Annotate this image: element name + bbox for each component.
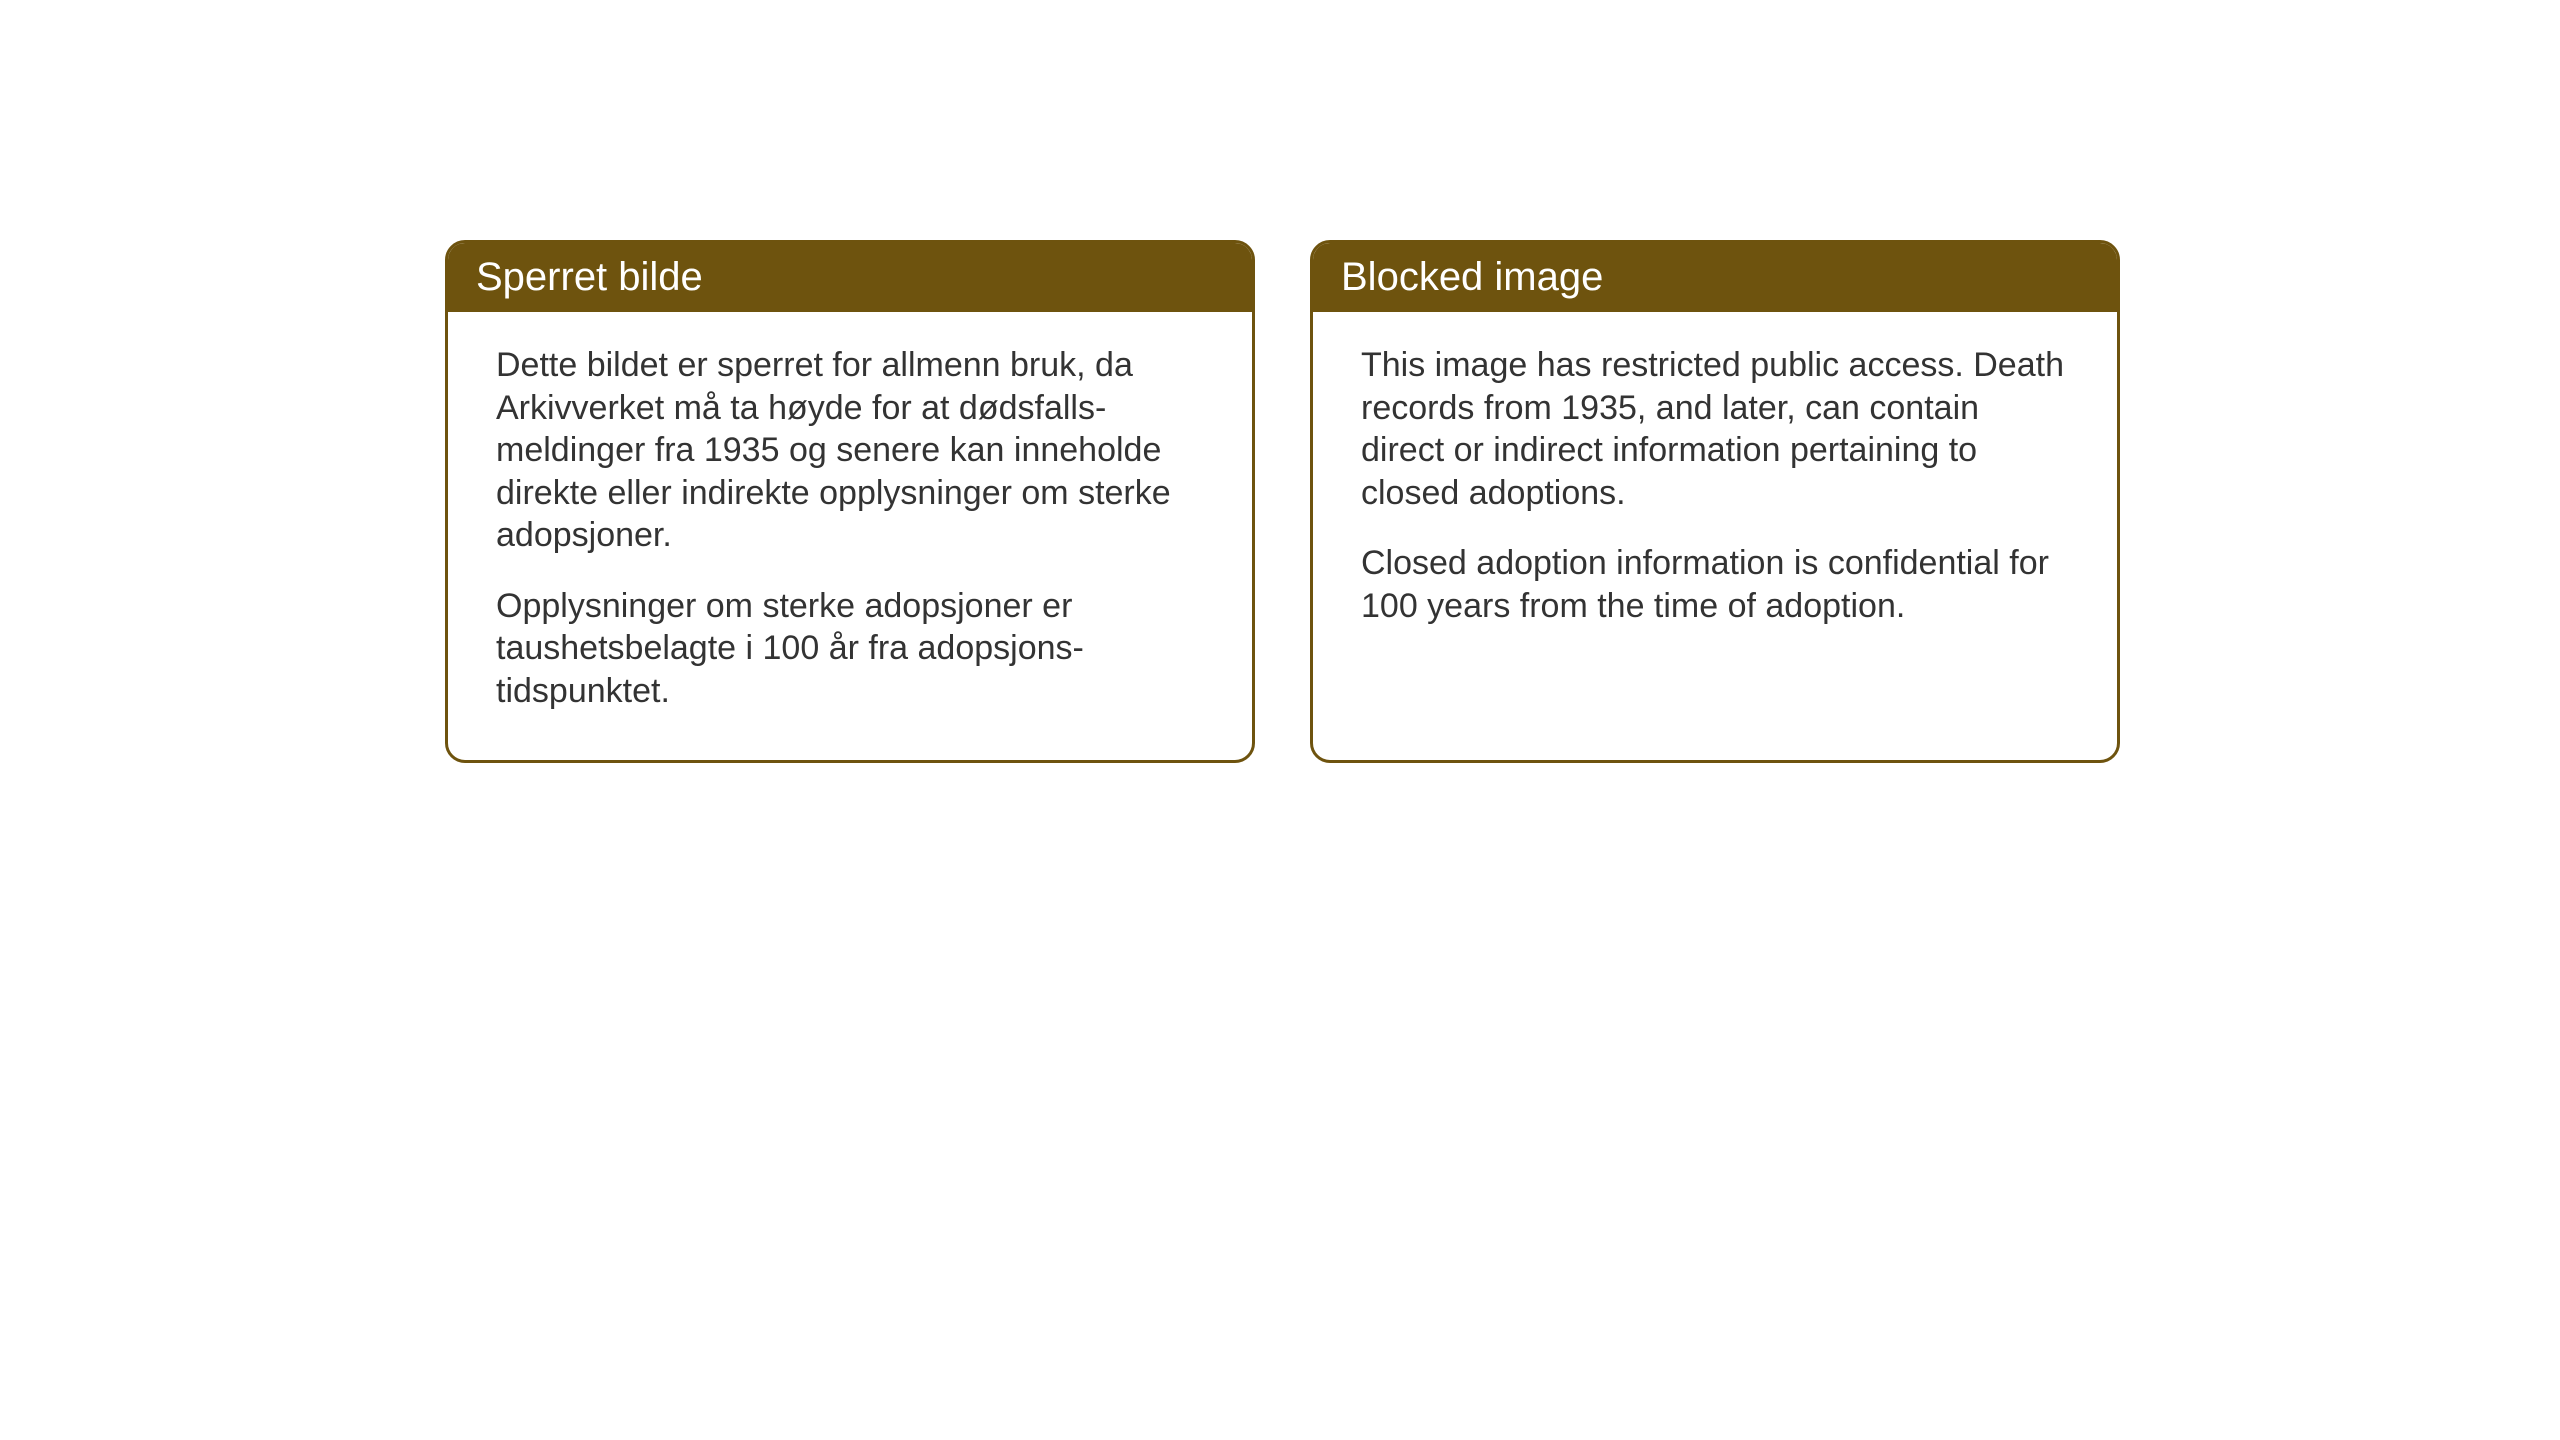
paragraph-2-english: Closed adoption information is confident… <box>1361 542 2069 627</box>
card-title-english: Blocked image <box>1341 255 1603 299</box>
paragraph-1-english: This image has restricted public access.… <box>1361 344 2069 514</box>
card-body-norwegian: Dette bildet er sperret for allmenn bruk… <box>448 312 1252 760</box>
notice-container: Sperret bilde Dette bildet er sperret fo… <box>445 240 2120 763</box>
notice-card-norwegian: Sperret bilde Dette bildet er sperret fo… <box>445 240 1255 763</box>
paragraph-2-norwegian: Opplysninger om sterke adopsjoner er tau… <box>496 585 1204 713</box>
card-title-norwegian: Sperret bilde <box>476 255 703 299</box>
card-header-english: Blocked image <box>1313 243 2117 312</box>
notice-card-english: Blocked image This image has restricted … <box>1310 240 2120 763</box>
card-body-english: This image has restricted public access.… <box>1313 312 2117 675</box>
card-header-norwegian: Sperret bilde <box>448 243 1252 312</box>
paragraph-1-norwegian: Dette bildet er sperret for allmenn bruk… <box>496 344 1204 557</box>
